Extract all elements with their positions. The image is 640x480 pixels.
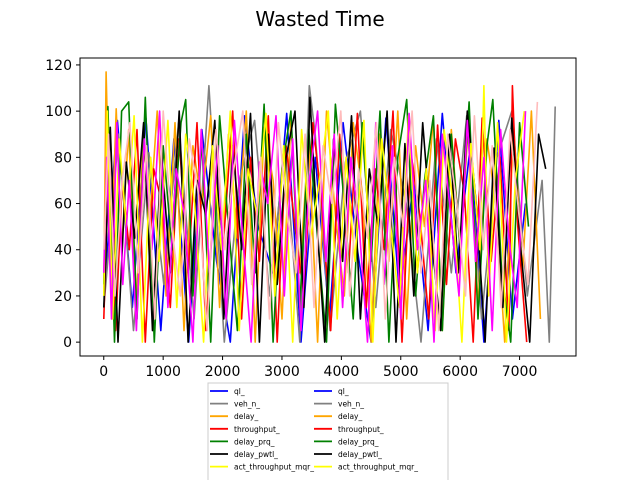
x-tick-label-2: 2000	[205, 364, 241, 380]
x-tick-label-5: 5000	[383, 364, 419, 380]
legend-label-5: delay_	[338, 412, 362, 421]
y-tick-label-6: 120	[45, 58, 72, 74]
x-tick-label-3: 3000	[264, 364, 300, 380]
y-tick-label-5: 100	[45, 104, 72, 120]
y-tick-label-2: 40	[54, 243, 72, 259]
legend-label-7: throughput_	[338, 425, 384, 434]
legend-label-8: delay_prq_	[234, 437, 275, 446]
legend-label-9: delay_prq_	[338, 437, 379, 446]
legend-label-4: delay_	[234, 412, 258, 421]
legend-label-6: throughput_	[234, 425, 280, 434]
legend: ql_ ql_ veh_n_ veh_n_ delay_ delay_ throughput…	[207, 382, 449, 480]
series-layer	[103, 71, 556, 343]
legend-frame	[207, 382, 449, 480]
y-axis: 0 20 40 60 80 100 120	[45, 58, 80, 351]
legend-label-0: ql_	[234, 387, 245, 396]
x-tick-label-7: 7000	[502, 364, 538, 380]
series-line-7	[103, 110, 527, 343]
x-tick-label-1: 1000	[145, 364, 181, 380]
legend-label-12: act_throughput_mqr_	[234, 463, 314, 472]
legend-label-2: veh_n_	[234, 400, 260, 409]
legend-label-1: ql_	[338, 387, 349, 396]
y-tick-label-4: 80	[54, 150, 72, 166]
legend-label-3: veh_n_	[338, 400, 364, 409]
y-tick-label-3: 60	[54, 197, 72, 213]
x-tick-label-0: 0	[99, 364, 108, 380]
x-tick-label-4: 4000	[324, 364, 360, 380]
legend-label-10: delay_pwtl_	[234, 450, 278, 459]
axes-frame	[79, 57, 577, 357]
legend-label-11: delay_pwtl_	[338, 450, 382, 459]
legend-label-13: act_throughput_mqr_	[338, 463, 418, 472]
x-axis: 0 1000 2000 3000 4000 5000 6000 7000	[99, 356, 537, 380]
chart-title: Wasted Time	[255, 7, 384, 31]
plot-area	[79, 57, 577, 357]
series-line-8	[103, 101, 539, 332]
x-tick-label-6: 6000	[442, 364, 478, 380]
y-tick-label-0: 0	[63, 335, 72, 351]
y-tick-label-1: 20	[54, 289, 72, 305]
